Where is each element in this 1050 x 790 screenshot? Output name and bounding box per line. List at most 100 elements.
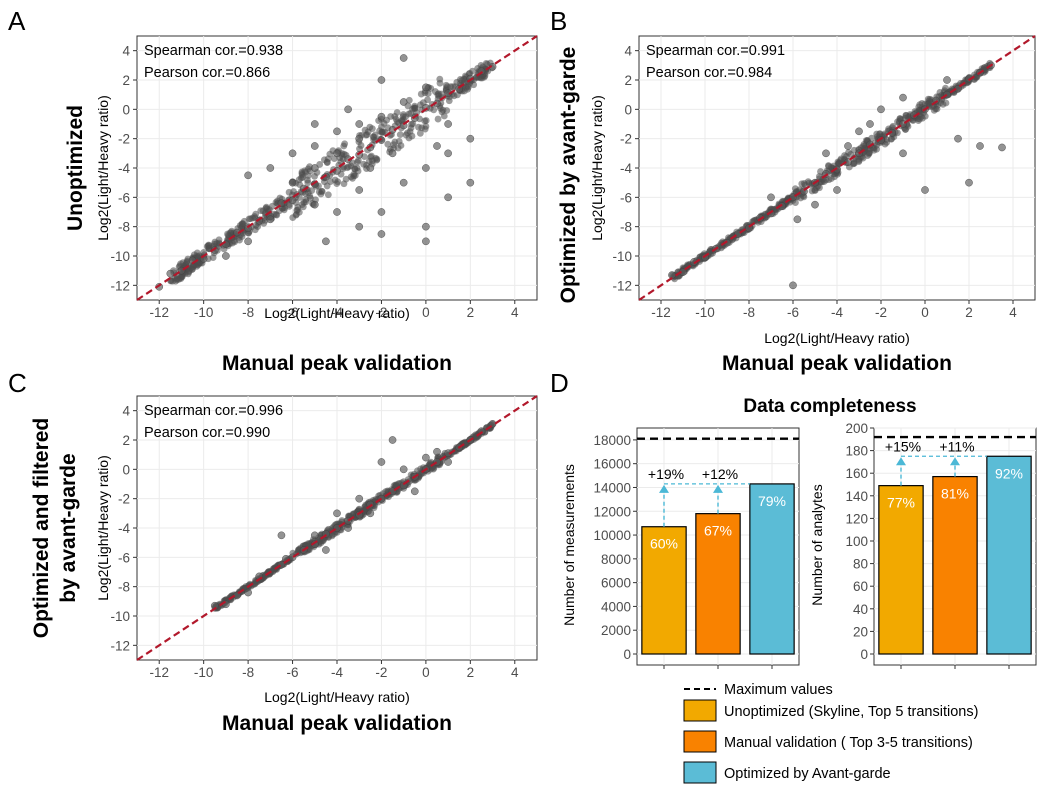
x-tick-label: 4 (511, 665, 519, 680)
y-axis-label-b: Log2(Light/Heavy ratio) (589, 95, 605, 241)
y-axis-label-c: Log2(Light/Heavy ratio) (95, 455, 111, 601)
density-point (298, 171, 306, 179)
density-point (405, 96, 413, 104)
scatter-point (244, 237, 252, 246)
density-point (210, 240, 218, 248)
density-point (942, 84, 949, 92)
density-point (268, 202, 276, 210)
density-point (251, 213, 259, 220)
density-point (373, 156, 381, 164)
y-tick-label: 0 (122, 102, 130, 117)
scatter-point (388, 149, 397, 158)
density-point (396, 131, 404, 139)
y-tick-label: 8000 (601, 552, 631, 567)
scatter-point (811, 200, 819, 209)
scatter-point (355, 494, 364, 503)
y-tick-label: -2 (118, 132, 130, 147)
density-point (825, 162, 833, 170)
scatter-point (377, 76, 386, 84)
y-tick-label: 6000 (601, 576, 631, 591)
y-tick-label: 100 (845, 534, 868, 549)
bar-2 (749, 483, 795, 655)
scatter-point (844, 142, 852, 150)
scatter-point (998, 143, 1006, 152)
scatter-point (866, 120, 874, 128)
y-tick-label: 2 (122, 73, 130, 88)
spearman-label-c: Spearman cor.=0.996 (144, 403, 283, 419)
y-tick-label: 2 (624, 73, 632, 88)
y-tick-label: 60 (853, 579, 868, 594)
density-point (205, 244, 213, 252)
increment-arrow-head (713, 484, 723, 493)
x-tick-label: 4 (1009, 305, 1017, 320)
scatter-points-a (155, 54, 497, 291)
y-tick-label: 0 (623, 647, 631, 662)
increment-label: +19% (648, 466, 684, 482)
scatter-point (899, 93, 907, 102)
legend-swatch-manual (683, 730, 717, 753)
y-tick-label: 20 (853, 624, 868, 639)
increment-arrow-head (950, 457, 960, 466)
density-point (411, 105, 419, 112)
density-point (368, 125, 376, 133)
pearson-label-a: Pearson cor.=0.866 (144, 65, 270, 81)
y-tick-label: -4 (118, 161, 130, 176)
x-title-c: Manual peak validation (222, 712, 452, 735)
density-point (298, 201, 306, 208)
y-tick-label: 40 (853, 602, 868, 617)
scatter-point (377, 112, 386, 121)
y-title-b: Optimized by avant-garde (557, 47, 580, 304)
density-point (469, 67, 476, 75)
density-point (238, 233, 246, 240)
scatter-point (266, 164, 275, 172)
density-point (215, 236, 223, 244)
scatter-point (310, 120, 319, 128)
scatter-point (789, 281, 797, 290)
density-point (416, 129, 424, 137)
density-point (340, 150, 348, 158)
pearson-label-c: Pearson cor.=0.990 (144, 425, 270, 441)
x-tick-label: -4 (331, 305, 343, 320)
scatter-point (322, 237, 330, 246)
scatter-point (377, 230, 386, 238)
bar-1 (932, 475, 978, 655)
density-point (868, 134, 876, 142)
scatter-point (444, 149, 452, 158)
x-tick-label: -8 (242, 665, 254, 680)
scatter-point (388, 436, 397, 444)
increment-label: +15% (885, 438, 921, 454)
scatter-point (422, 164, 430, 172)
density-point (873, 145, 881, 153)
scatter-point (899, 149, 907, 158)
x-tick-label: 0 (422, 305, 430, 320)
y-tick-label: -12 (612, 278, 632, 293)
scatter-point (333, 509, 341, 518)
scatter-point (444, 120, 452, 128)
density-point (918, 99, 926, 107)
x-ticks-a: -12 -10 -8 -6 -4 -2 0 2 4 (149, 300, 519, 320)
density-point (263, 205, 271, 213)
y-tick-label: -10 (110, 609, 130, 624)
y-tick-label: 12000 (593, 504, 631, 519)
scatter-point (433, 142, 441, 150)
increment-arrow-head (896, 457, 906, 466)
density-point (231, 238, 239, 246)
identity-line-a (136, 35, 538, 301)
legend-label-unoptimized: Unoptimized (Skyline, Top 5 transitions) (724, 704, 978, 720)
legend-label-manual: Manual validation ( Top 3-5 transitions) (724, 735, 973, 751)
y-tick-label: -10 (110, 249, 130, 264)
scatter-point (422, 237, 430, 246)
density-point (817, 168, 824, 175)
x-ticks-b: -12 -10 -8 -6 -4 -2 0 2 4 (651, 300, 1017, 320)
y-title-c-line-2: by avant-garde (57, 453, 80, 602)
y-tick-label: 10000 (593, 528, 631, 543)
legend: Maximum values Unoptimized (Skyline, Top… (683, 682, 978, 784)
density-point (421, 125, 429, 133)
scatter-point (377, 208, 386, 216)
density-point (357, 142, 365, 149)
scatter-point (322, 546, 330, 554)
increment-label: +11% (939, 438, 974, 454)
density-point (928, 103, 936, 111)
density-point (845, 149, 852, 156)
